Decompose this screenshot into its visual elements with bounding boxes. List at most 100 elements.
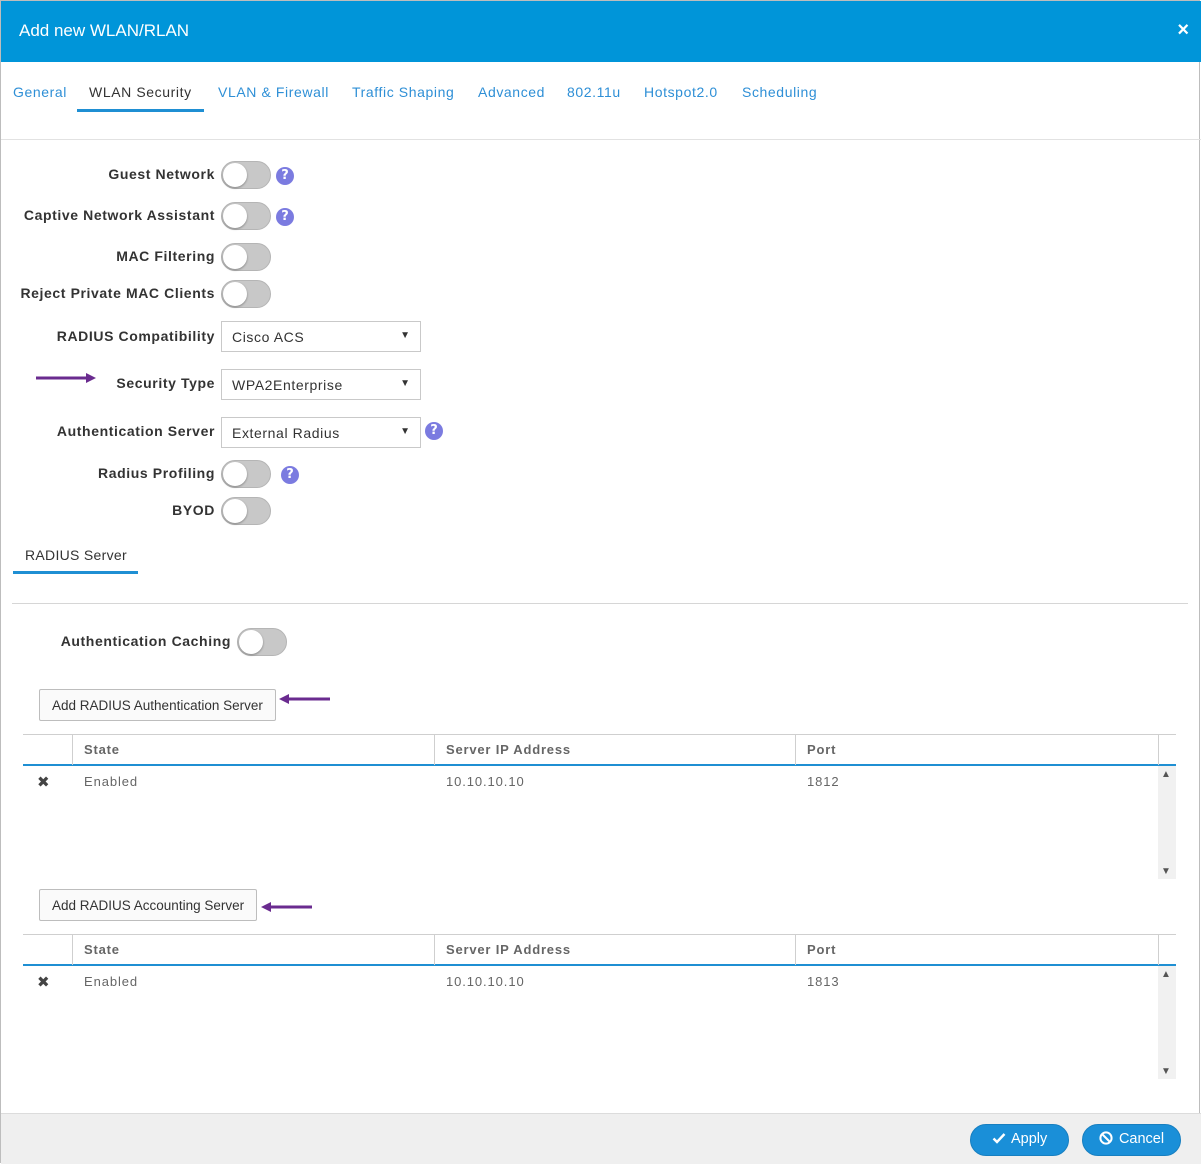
annotation-arrow-icon — [279, 694, 330, 704]
tab-scheduling[interactable]: Scheduling — [742, 84, 818, 100]
radius-profiling-row: Radius Profiling — [1, 460, 215, 490]
authentication-server-select[interactable]: External Radius ▼ — [221, 417, 421, 448]
guest-network-toggle[interactable] — [221, 161, 271, 189]
tab-general[interactable]: General — [13, 84, 68, 100]
dialog-title: Add new WLAN/RLAN — [19, 21, 190, 40]
toggle-knob — [223, 282, 247, 306]
delete-icon[interactable]: ✖ — [37, 974, 50, 991]
reject-private-mac-label: Reject Private MAC Clients — [20, 285, 215, 301]
authentication-server-label: Authentication Server — [56, 423, 215, 439]
cell-port: 1813 — [807, 974, 840, 989]
radius-profiling-label: Radius Profiling — [98, 465, 215, 481]
radius-compatibility-row: RADIUS Compatibility — [1, 322, 215, 352]
radius-compatibility-select[interactable]: Cisco ACS ▼ — [221, 321, 421, 352]
guest-network-row: Guest Network — [1, 161, 215, 191]
dialog-titlebar: Add new WLAN/RLAN × — [1, 1, 1201, 62]
toggle-knob — [239, 630, 263, 654]
table-row: ✖ Enabled 10.10.10.10 1812 — [23, 766, 1158, 796]
security-type-label: Security Type — [116, 375, 215, 391]
apply-button[interactable]: Apply — [970, 1124, 1069, 1156]
guest-network-label: Guest Network — [108, 166, 215, 182]
captive-network-row: Captive Network Assistant — [1, 202, 215, 232]
select-value: External Radius — [232, 425, 340, 441]
tab-80211u[interactable]: 802.11u — [567, 84, 621, 100]
tab-bar: General WLAN Security VLAN & Firewall Tr… — [1, 62, 1201, 140]
help-icon[interactable]: ? — [276, 208, 294, 226]
mac-filtering-label: MAC Filtering — [116, 248, 215, 264]
close-icon[interactable]: × — [1177, 19, 1189, 41]
cell-server-ip: 10.10.10.10 — [446, 774, 525, 789]
captive-network-toggle[interactable] — [221, 202, 271, 230]
byod-row: BYOD — [1, 497, 215, 527]
tab-traffic-shaping[interactable]: Traffic Shaping — [352, 84, 455, 100]
column-header-port[interactable]: Port — [795, 735, 1158, 765]
security-type-select[interactable]: WPA2Enterprise ▼ — [221, 369, 421, 400]
scroll-up-icon[interactable]: ▲ — [1161, 769, 1171, 780]
byod-label: BYOD — [172, 502, 215, 518]
chevron-down-icon: ▼ — [400, 378, 410, 389]
mac-filtering-toggle[interactable] — [221, 243, 271, 271]
chevron-down-icon: ▼ — [400, 330, 410, 341]
radius-compatibility-label: RADIUS Compatibility — [56, 328, 215, 344]
scroll-up-icon[interactable]: ▲ — [1161, 969, 1171, 980]
add-radius-acct-server-button[interactable]: Add RADIUS Accounting Server — [39, 889, 258, 921]
cancel-label: Cancel — [1118, 1131, 1165, 1147]
cell-state: Enabled — [84, 974, 139, 989]
tab-wlan-security[interactable]: WLAN Security — [77, 84, 204, 112]
ban-icon — [1099, 1131, 1113, 1145]
auth-caching-label: Authentication Caching — [60, 633, 231, 649]
scroll-down-icon[interactable]: ▼ — [1161, 1066, 1171, 1077]
help-icon[interactable]: ? — [276, 167, 294, 185]
check-icon — [992, 1133, 1006, 1144]
scrollbar[interactable]: ▲ ▼ — [1158, 966, 1176, 1079]
cancel-button[interactable]: Cancel — [1082, 1124, 1181, 1156]
apply-label: Apply — [1010, 1131, 1048, 1147]
cell-port: 1812 — [807, 774, 840, 789]
column-header-server-ip[interactable]: Server IP Address — [434, 935, 795, 965]
dialog-footer: Apply Cancel — [1, 1113, 1201, 1164]
auth-servers-grid: State Server IP Address Port ✖ Enabled 1… — [23, 734, 1176, 879]
auth-caching-row: Authentication Caching — [1, 628, 231, 658]
column-header-state[interactable]: State — [72, 735, 434, 765]
help-icon[interactable]: ? — [281, 466, 299, 484]
reject-private-mac-toggle[interactable] — [221, 280, 271, 308]
table-row: ✖ Enabled 10.10.10.10 1813 — [23, 966, 1158, 996]
cell-state: Enabled — [84, 774, 139, 789]
add-radius-auth-server-button[interactable]: Add RADIUS Authentication Server — [39, 689, 276, 721]
column-header-spacer — [1158, 935, 1176, 965]
toggle-knob — [223, 499, 247, 523]
acct-servers-grid: State Server IP Address Port ✖ Enabled 1… — [23, 934, 1176, 1079]
tab-vlan-firewall[interactable]: VLAN & Firewall — [218, 84, 329, 100]
select-value: Cisco ACS — [232, 329, 305, 345]
mac-filtering-row: MAC Filtering — [1, 243, 215, 273]
help-icon[interactable]: ? — [425, 422, 443, 440]
annotation-arrow-icon — [261, 902, 312, 912]
tab-radius-server[interactable]: RADIUS Server — [13, 541, 138, 574]
tab-hotspot20[interactable]: Hotspot2.0 — [644, 84, 718, 100]
tab-advanced[interactable]: Advanced — [478, 84, 546, 100]
toggle-knob — [223, 163, 247, 187]
security-type-row: Security Type — [1, 369, 215, 399]
column-header-state[interactable]: State — [72, 935, 434, 965]
column-header-spacer — [1158, 735, 1176, 765]
toggle-knob — [223, 462, 247, 486]
toggle-knob — [223, 245, 247, 269]
annotation-arrow-icon — [36, 373, 96, 383]
scrollbar[interactable]: ▲ ▼ — [1158, 766, 1176, 879]
grid-header: State Server IP Address Port — [23, 934, 1176, 966]
grid-header: State Server IP Address Port — [23, 734, 1176, 766]
column-header-port[interactable]: Port — [795, 935, 1158, 965]
select-value: WPA2Enterprise — [232, 377, 343, 393]
column-header-server-ip[interactable]: Server IP Address — [434, 735, 795, 765]
section-divider — [12, 603, 1188, 604]
chevron-down-icon: ▼ — [400, 426, 410, 437]
toggle-knob — [223, 204, 247, 228]
auth-caching-toggle[interactable] — [237, 628, 287, 656]
authentication-server-row: Authentication Server — [1, 417, 215, 447]
delete-icon[interactable]: ✖ — [37, 774, 50, 791]
scroll-down-icon[interactable]: ▼ — [1161, 866, 1171, 877]
byod-toggle[interactable] — [221, 497, 271, 525]
reject-private-mac-row: Reject Private MAC Clients — [1, 280, 215, 310]
radius-profiling-toggle[interactable] — [221, 460, 271, 488]
